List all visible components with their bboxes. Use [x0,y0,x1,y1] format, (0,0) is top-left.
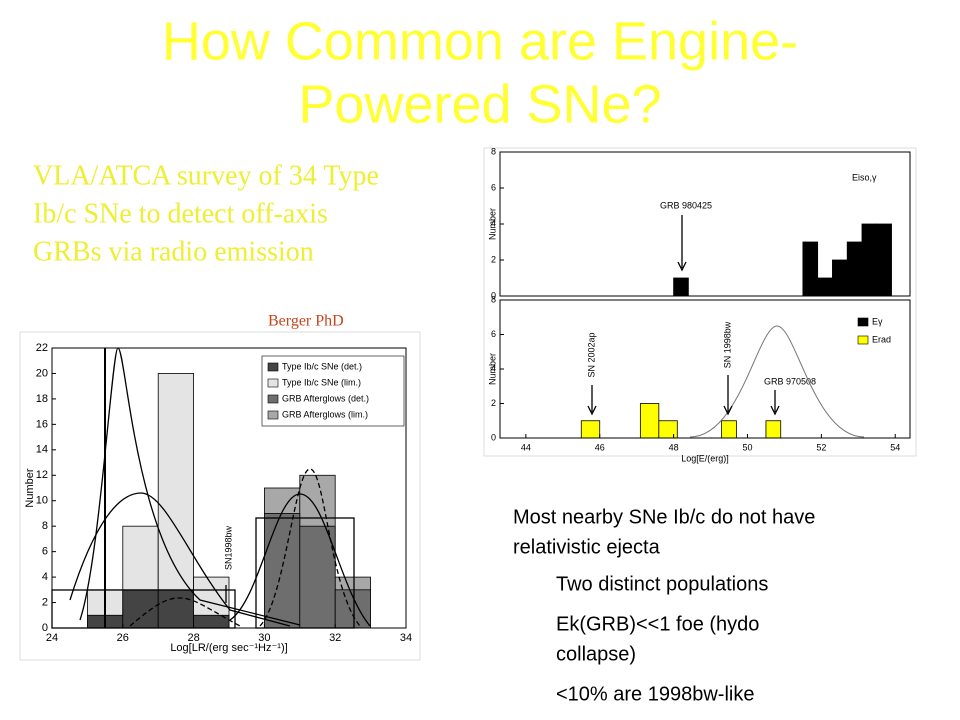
annotation: GRB 980425 [660,200,712,210]
y-tick-label: 18 [36,393,48,405]
legend-label: GRB Afterglows (det.) [282,393,369,403]
y-tick-label: 2 [491,398,496,408]
bar [765,420,782,439]
y-tick-label: 2 [42,596,48,608]
legend-label: Eiso,γ [852,172,877,182]
y-tick-label: 8 [491,146,496,156]
bar [802,241,819,297]
y-tick-label: 20 [36,367,48,379]
x-axis-label: Log[LR/(erg sec⁻¹Hz⁻¹)] [170,642,287,654]
y-tick-label: 8 [42,520,48,532]
bar [861,223,878,297]
legend-label: Eγ [872,316,883,326]
legend-label: Erad [872,334,891,344]
legend-label: Type Ib/c SNe (det.) [282,361,362,371]
y-tick-label: 0 [491,432,496,442]
y-tick-label: 10 [36,495,48,507]
title-line: Powered SNe? [298,74,661,134]
plot: 0 2 4 6 8 Number [487,146,911,300]
legend-swatch [267,378,279,388]
bullet-line: Most nearby SNe Ib/c do not have [513,506,815,528]
x-tick-label: 34 [400,632,412,644]
y-axis-label: Number [24,468,36,507]
decor [51,215,865,629]
y-axis-label: Number [487,353,497,385]
annotation: GRB 970508 [764,376,816,386]
bar [846,241,863,297]
subtitle-line: GRBs via radio emission [33,236,314,267]
bar [122,589,159,629]
y-tick-label: 4 [491,218,496,228]
bar [639,403,660,439]
x-tick-label: 46 [595,442,605,452]
bar [832,259,848,297]
bar [157,589,194,629]
y-axis-label: Number [487,208,497,240]
x-tick-label: 44 [521,442,531,452]
x-tick-label: 30 [258,632,270,644]
x-tick-label: 50 [742,442,752,452]
x-tick-label: 52 [816,442,826,452]
bar [817,277,833,297]
x-tick-label: 28 [187,632,199,644]
annotation: SN1998bw [223,525,233,570]
bar [673,277,689,297]
bar [721,420,737,439]
legend-frame [261,355,405,427]
legend-swatch [857,317,869,327]
y-tick-label: 4 [491,363,496,373]
annotation: SN 2002ap [586,332,596,377]
x-tick-label: 24 [46,632,58,644]
bullet-line: Two distinct populations [556,573,768,595]
x-tick-label: 32 [329,632,341,644]
x-tick-label: 26 [117,632,129,644]
y-tick-label: 6 [491,329,496,339]
bar [876,223,892,297]
y-tick-label: 6 [491,182,496,192]
title-line: How Common are Engine- [162,11,798,71]
bullet-line: relativistic ejecta [513,536,661,558]
y-tick-label: 0 [491,290,496,300]
legend-swatch [267,410,279,420]
credit: Berger PhD [268,313,344,330]
x-tick-label: 48 [669,442,679,452]
y-tick-label: 2 [491,254,496,264]
y-tick-label: 0 [42,622,48,634]
legend-label: GRB Afterglows (lim.) [282,409,368,419]
y-tick-label: 4 [42,571,48,583]
y-tick-label: 14 [36,444,48,456]
y-tick-label: 16 [36,418,48,430]
bullet-line: collapse) [556,643,636,665]
y-tick-label: 6 [42,546,48,558]
legend-swatch [267,362,279,372]
annotation: SN 1998bw [722,321,732,368]
y-tick-label: 22 [36,342,48,354]
bar [580,420,601,439]
figure-frame [483,147,917,457]
x-tick-label: 54 [890,442,900,452]
y-tick-label: 12 [36,469,48,481]
subtitle-line: VLA/ATCA survey of 34 Type [33,160,379,191]
bullet-line: Ek(GRB)<<1 foe (hydo [556,613,759,635]
x-axis-label: Log[E/(erg)] [681,453,729,463]
legend-label: Type Ib/c SNe (lim.) [282,377,361,387]
bar [299,525,336,629]
bar [658,420,678,439]
bullet-line: <10% are 1998bw-like [556,683,754,705]
legend-swatch [267,394,279,404]
y-tick-label: 8 [491,294,496,304]
legend-swatch [857,335,869,345]
subtitle-line: Ib/c SNe to detect off-axis [33,198,328,229]
